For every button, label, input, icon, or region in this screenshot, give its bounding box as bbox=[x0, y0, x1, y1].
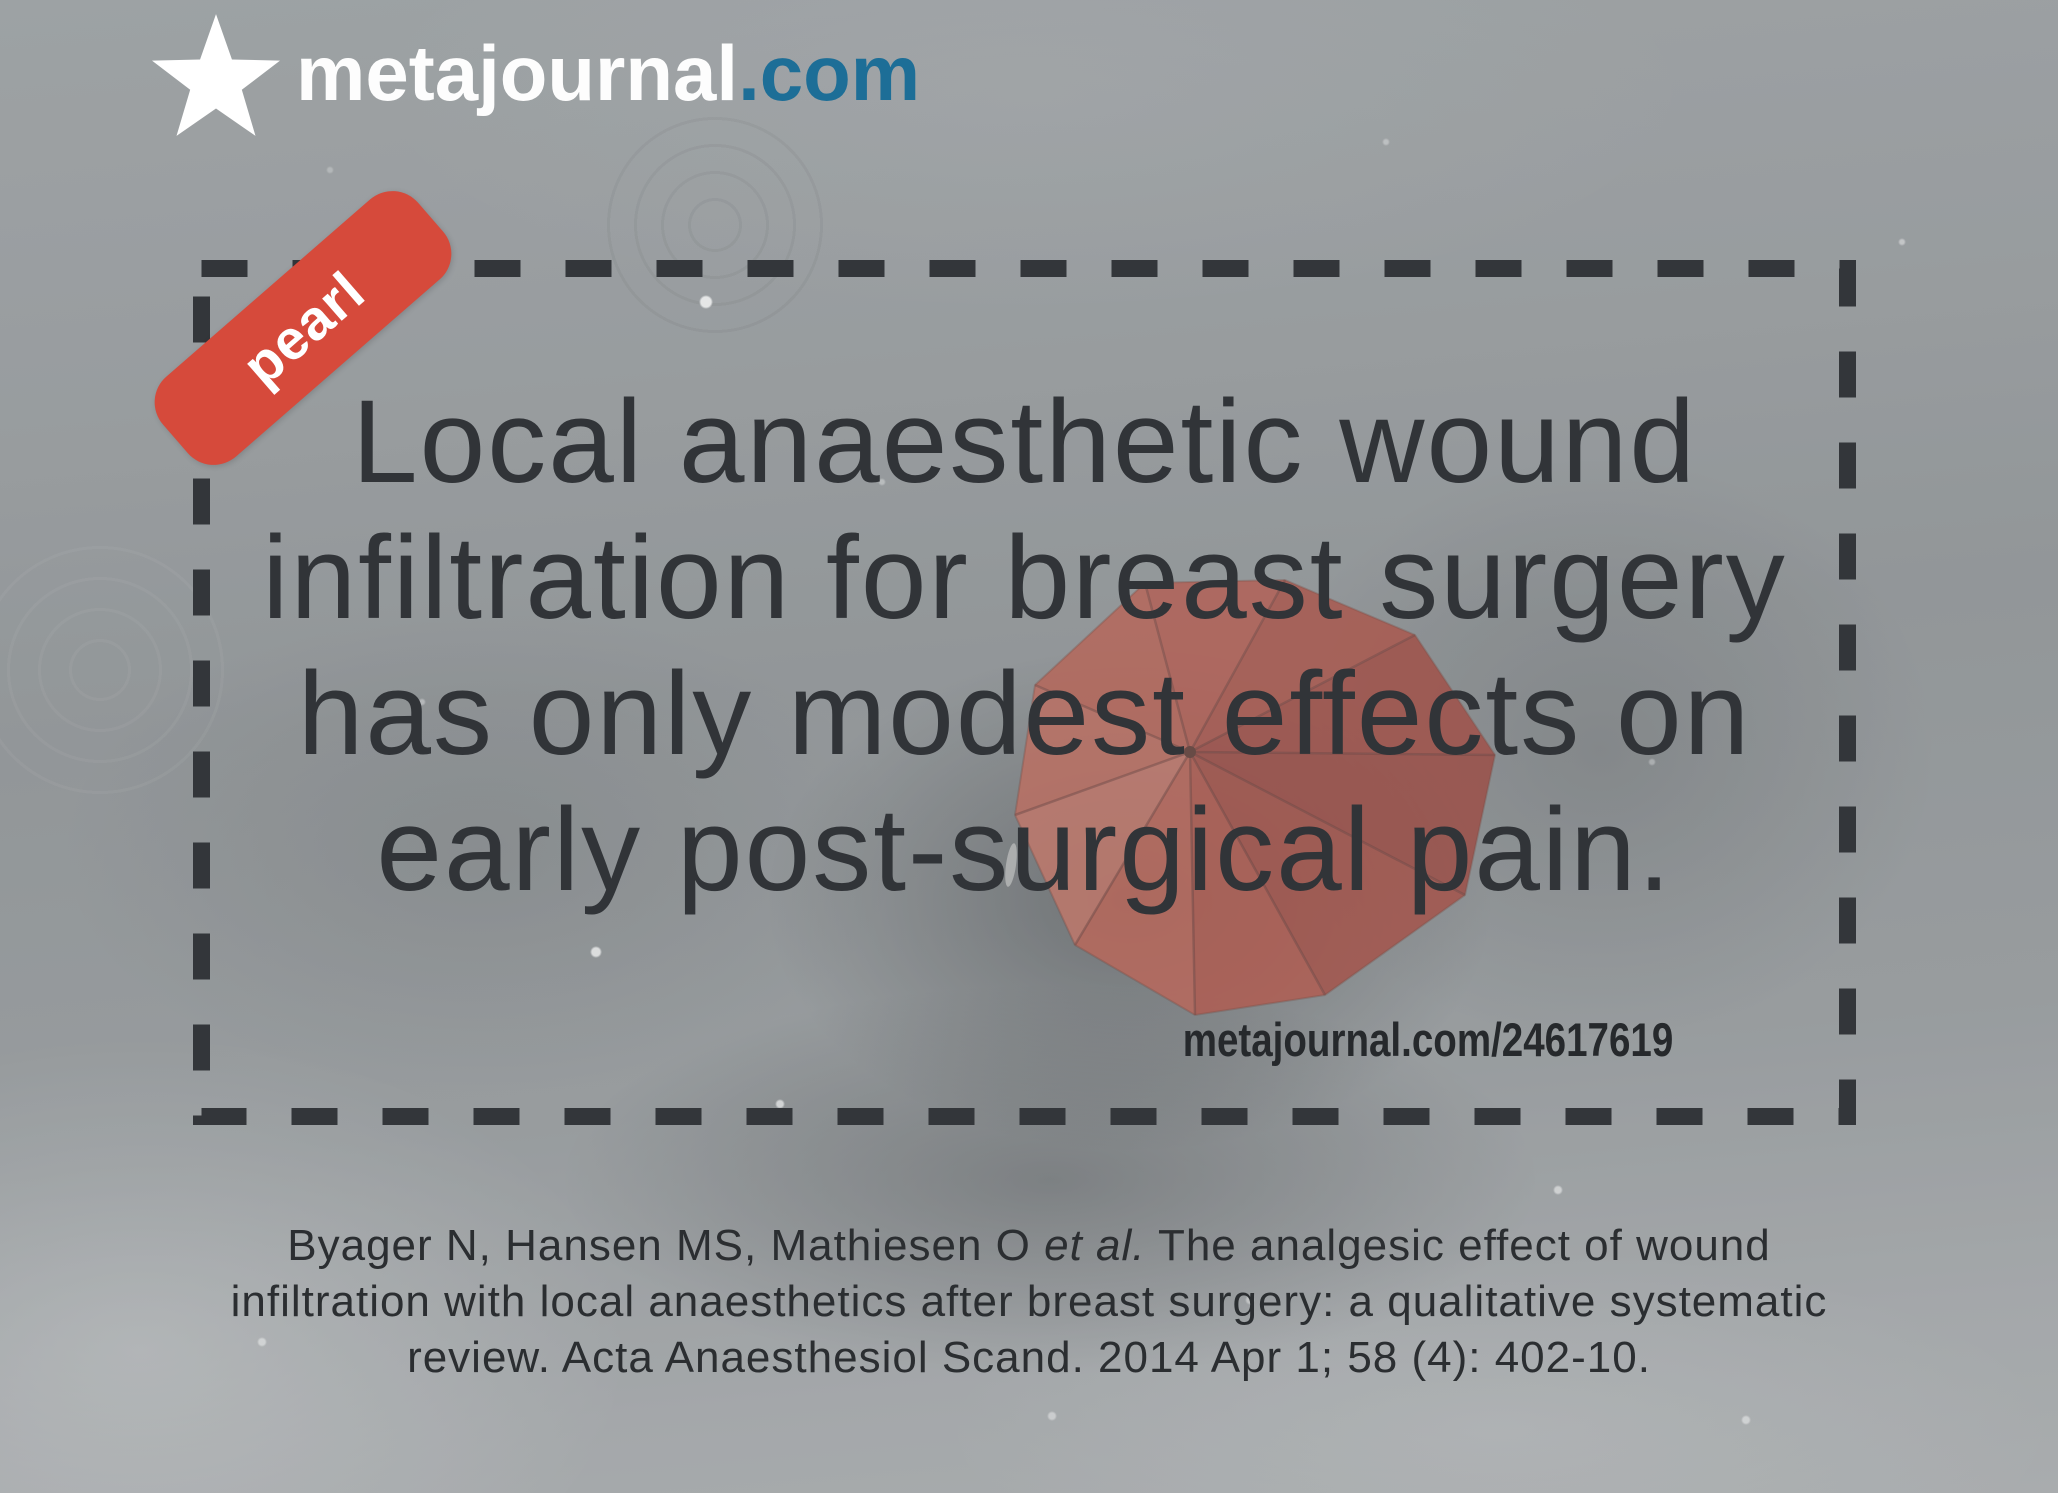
quote-line: Local anaesthetic wound bbox=[352, 376, 1697, 508]
citation-text-segment: Byager N, Hansen MS, Mathiesen O bbox=[287, 1221, 1045, 1270]
dashed-frame bbox=[193, 260, 1856, 1125]
quote-line: has only modest effects on bbox=[297, 648, 1752, 780]
quote-line: infiltration for breast surgery bbox=[262, 512, 1787, 644]
logo-brand: metajournal bbox=[296, 29, 739, 117]
logo[interactable]: metajournal.com bbox=[150, 12, 920, 140]
citation-line-2: infiltration with local anaesthetics aft… bbox=[230, 1277, 1828, 1326]
citation-text-segment: The analgesic effect of wound bbox=[1145, 1221, 1771, 1270]
star-icon bbox=[152, 14, 280, 136]
permalink-url[interactable]: metajournal.com/24617619 bbox=[1182, 1013, 1673, 1066]
dashed-border bbox=[193, 260, 1856, 1125]
citation-line-3: review. Acta Anaesthesiol Scand. 2014 Ap… bbox=[407, 1333, 1651, 1382]
citation-line-1: Byager N, Hansen MS, Mathiesen O et al. … bbox=[0, 1218, 2058, 1274]
citation: Byager N, Hansen MS, Mathiesen O et al. … bbox=[0, 1218, 2058, 1386]
logo-tld: .com bbox=[738, 29, 921, 117]
quote-text: Local anaesthetic wound infiltration for… bbox=[193, 374, 1856, 918]
citation-etal: et al. bbox=[1044, 1221, 1146, 1270]
logo-text: metajournal.com bbox=[296, 34, 920, 118]
quote-line: early post-surgical pain. bbox=[376, 784, 1673, 916]
